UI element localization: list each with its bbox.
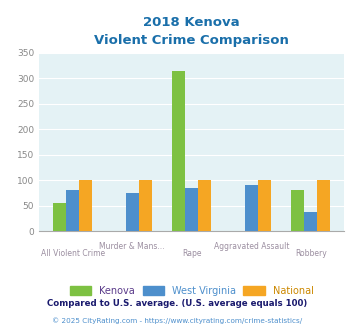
- Bar: [185, 188, 198, 231]
- Bar: [53, 203, 66, 231]
- Text: Robbery: Robbery: [295, 249, 327, 258]
- Text: All Violent Crime: All Violent Crime: [40, 249, 105, 258]
- Bar: [245, 185, 258, 231]
- Bar: [304, 212, 317, 231]
- Bar: [126, 193, 139, 231]
- Bar: [139, 180, 152, 231]
- Bar: [79, 180, 92, 231]
- Text: Rape: Rape: [182, 249, 201, 258]
- Bar: [198, 180, 211, 231]
- Text: © 2025 CityRating.com - https://www.cityrating.com/crime-statistics/: © 2025 CityRating.com - https://www.city…: [53, 318, 302, 324]
- Bar: [291, 190, 304, 231]
- Bar: [317, 180, 331, 231]
- Bar: [66, 190, 79, 231]
- Bar: [258, 180, 271, 231]
- Text: Compared to U.S. average. (U.S. average equals 100): Compared to U.S. average. (U.S. average …: [47, 299, 308, 308]
- Title: 2018 Kenova
Violent Crime Comparison: 2018 Kenova Violent Crime Comparison: [94, 16, 289, 48]
- Text: Aggravated Assault: Aggravated Assault: [213, 242, 289, 251]
- Text: Murder & Mans...: Murder & Mans...: [99, 242, 165, 251]
- Bar: [172, 71, 185, 231]
- Legend: Kenova, West Virginia, National: Kenova, West Virginia, National: [66, 282, 317, 300]
